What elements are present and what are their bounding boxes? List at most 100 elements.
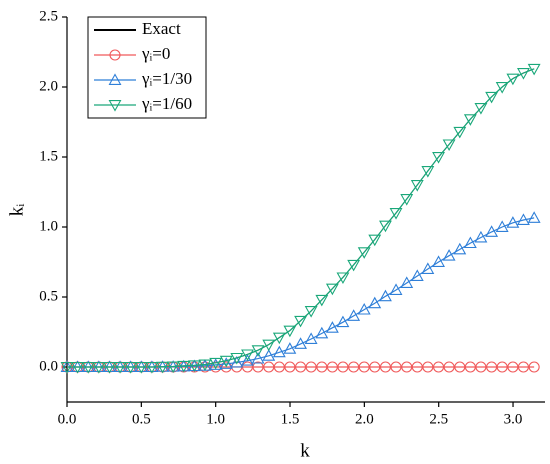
marker — [432, 255, 445, 267]
marker — [113, 362, 127, 374]
marker — [464, 361, 476, 373]
marker — [379, 220, 392, 233]
marker — [305, 361, 317, 373]
legend-label: Exact — [142, 19, 181, 38]
x-tick-label: 3.0 — [504, 411, 523, 427]
marker — [251, 351, 265, 364]
marker — [357, 302, 371, 315]
marker — [166, 361, 180, 374]
marker — [251, 345, 265, 357]
marker — [517, 213, 530, 225]
marker — [486, 361, 498, 373]
x-tick-label: 1.0 — [206, 411, 225, 427]
y-tick-label: 2.0 — [39, 78, 58, 94]
marker — [422, 361, 434, 373]
marker — [103, 362, 116, 374]
marker — [348, 361, 360, 373]
marker — [474, 230, 488, 243]
marker — [379, 289, 392, 302]
marker — [283, 325, 297, 338]
marker — [454, 361, 466, 373]
marker — [304, 332, 318, 344]
marker — [209, 357, 223, 370]
marker — [432, 152, 445, 164]
x-tick-label: 1.5 — [281, 411, 300, 427]
marker — [124, 362, 138, 374]
legend: Exact γᵢ=0 γᵢ=1/30 γᵢ=1/60 — [87, 16, 207, 119]
marker — [453, 126, 467, 139]
series-line — [67, 217, 535, 368]
marker — [379, 361, 392, 373]
x-tick-label: 2.5 — [429, 411, 448, 427]
x-tick-label: 0.0 — [58, 411, 77, 427]
marker — [294, 315, 308, 328]
marker — [71, 362, 84, 374]
y-tick-label: 1.0 — [39, 218, 58, 234]
marker — [358, 361, 370, 373]
x-tick-label: 0.5 — [132, 411, 151, 427]
marker — [262, 349, 276, 361]
marker — [495, 220, 509, 232]
marker — [357, 247, 371, 259]
marker — [432, 361, 445, 373]
marker — [294, 337, 308, 349]
marker — [92, 362, 106, 374]
marker — [81, 362, 95, 374]
marker — [252, 361, 264, 373]
marker — [262, 339, 276, 352]
marker — [421, 262, 435, 274]
legend-label: γᵢ=1/60 — [141, 94, 192, 113]
y-tick-label: 0.0 — [39, 358, 58, 374]
marker — [284, 361, 296, 373]
marker — [272, 332, 286, 345]
marker — [325, 321, 339, 333]
marker — [485, 91, 499, 104]
marker — [347, 259, 361, 272]
marker — [315, 294, 329, 307]
x-axis-label: k — [300, 440, 310, 461]
y-tick-label: 1.5 — [39, 148, 58, 164]
marker — [411, 361, 423, 373]
marker — [315, 326, 329, 339]
legend-marker — [109, 49, 121, 61]
marker — [453, 242, 467, 255]
marker — [316, 361, 328, 373]
marker — [401, 361, 413, 373]
marker — [507, 361, 519, 373]
legend-marker — [108, 100, 122, 112]
marker — [463, 236, 477, 249]
marker — [474, 103, 488, 115]
marker — [295, 361, 307, 373]
y-tick-label: 0.5 — [39, 288, 58, 304]
x-tick-label: 2.0 — [355, 411, 374, 427]
marker — [230, 355, 244, 368]
marker — [263, 361, 275, 373]
marker — [496, 361, 508, 373]
legend-box — [87, 16, 207, 119]
marker — [336, 272, 350, 285]
marker — [517, 361, 529, 373]
marker — [368, 234, 382, 247]
marker — [463, 114, 477, 126]
marker — [527, 63, 541, 76]
marker — [326, 361, 338, 373]
marker — [336, 315, 350, 328]
marker — [442, 139, 456, 152]
y-axis-label: kᵢ — [6, 204, 27, 217]
marker — [443, 361, 455, 373]
marker — [199, 361, 211, 373]
marker — [400, 276, 414, 288]
marker — [368, 296, 382, 309]
marker — [506, 216, 520, 228]
legend-marker — [108, 73, 122, 85]
marker — [325, 283, 339, 296]
marker — [210, 361, 222, 373]
marker — [485, 225, 499, 237]
marker — [389, 283, 403, 295]
legend-label: γᵢ=1/30 — [141, 69, 192, 88]
marker — [495, 82, 509, 94]
marker — [442, 249, 456, 261]
marker — [517, 68, 530, 80]
marker — [177, 360, 191, 373]
